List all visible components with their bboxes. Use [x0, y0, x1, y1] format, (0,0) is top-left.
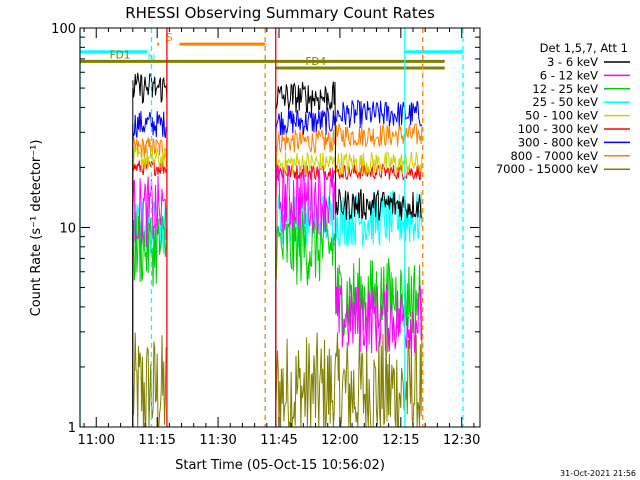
- footer-timestamp: 31-Oct-2021 21:56: [560, 469, 636, 478]
- series-line-segment: [275, 332, 423, 427]
- x-tick-label: 11:15: [138, 433, 175, 448]
- series-line-segment: [132, 176, 168, 247]
- legend-label: 300 - 800 keV: [518, 135, 598, 149]
- legend-label: 50 - 100 keV: [525, 109, 598, 123]
- series-line-segment: [275, 164, 423, 354]
- x-tick-label: 11:45: [260, 433, 297, 448]
- series-line-segment: [132, 72, 168, 104]
- legend-label: 12 - 25 keV: [532, 82, 598, 96]
- flag-label: FD1: [110, 49, 131, 61]
- series-line-segment: [275, 81, 423, 221]
- series-line-segment: [275, 123, 423, 154]
- x-tick-label: 12:00: [321, 433, 358, 448]
- series-line-segment: [132, 111, 168, 138]
- series-line-segment: [275, 151, 423, 176]
- x-axis-label: Start Time (05-Oct-15 10:56:02): [175, 458, 385, 473]
- y-tick-label: 1: [68, 421, 76, 436]
- legend-label: 7000 - 15000 keV: [496, 162, 598, 176]
- series-line-segment: [132, 136, 168, 160]
- y-axis-label: Count Rate (s⁻¹ detector⁻¹): [29, 140, 44, 317]
- y-tick-label: 10: [59, 222, 76, 237]
- legend-label: 25 - 50 keV: [532, 95, 598, 109]
- y-tick-label: 100: [51, 22, 76, 37]
- flag-label: FD4: [305, 56, 326, 68]
- flag-label: S: [166, 32, 173, 44]
- flag-bars-layer: NSFD1FD4: [80, 32, 463, 70]
- plot-data-layer: [132, 72, 423, 427]
- x-tick-label: 11:30: [199, 433, 236, 448]
- legend-title: Det 1,5,7, Att 1: [540, 41, 628, 55]
- series-7000-15000kev: [132, 332, 423, 427]
- x-tick-label: 12:30: [443, 433, 480, 448]
- axes-layer: 1 10 100 11:00 11:15 11:30 11:45 12:00 12:15 12:3…: [51, 22, 481, 448]
- legend-label: 100 - 300 keV: [518, 122, 598, 136]
- series-line-segment: [275, 99, 423, 136]
- chart-title: RHESSI Observing Summary Count Rates: [125, 4, 435, 22]
- legend-label: 3 - 6 keV: [547, 55, 598, 69]
- x-tick-label: 11:00: [78, 433, 115, 448]
- series-line-segment: [132, 147, 168, 171]
- series-line-segment: [132, 332, 168, 427]
- legend-label: 6 - 12 keV: [540, 68, 598, 82]
- legend-label: 800 - 7000 keV: [510, 149, 598, 163]
- x-tick-label: 12:15: [382, 433, 419, 448]
- series-line-segment: [132, 206, 168, 287]
